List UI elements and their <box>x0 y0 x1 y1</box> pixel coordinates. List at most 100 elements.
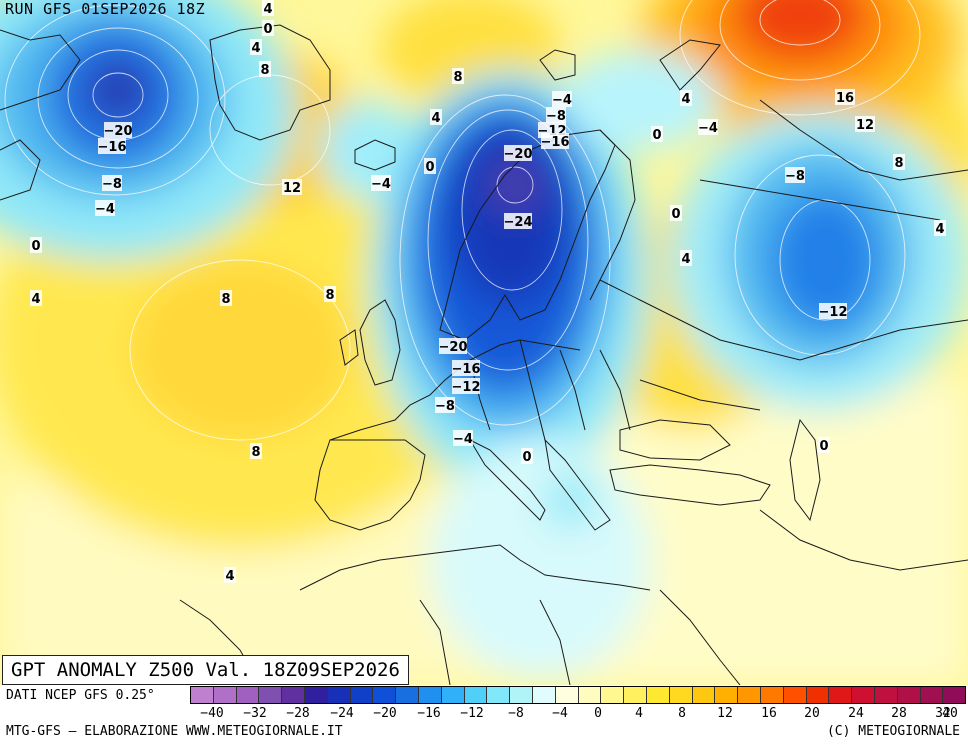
contour-label-bg <box>934 220 946 236</box>
colorbar-tick-label: 16 <box>761 706 777 721</box>
colorbar-swatch <box>441 687 465 703</box>
colorbar-tick-label: −32 <box>243 706 267 721</box>
colorbar-tick-label: −20 <box>373 706 397 721</box>
contour-label-bg <box>30 290 42 306</box>
contour-label-bg <box>371 175 391 191</box>
colorbar-tick-label: 0 <box>594 706 602 721</box>
anomaly-field <box>0 0 968 685</box>
colorbar-tick-label: −8 <box>508 706 524 721</box>
colorbar-swatch <box>327 687 351 703</box>
data-source: DATI NCEP GFS 0.25° <box>6 688 155 703</box>
contour-label-bg <box>452 360 480 376</box>
contour-label-bg <box>324 286 336 302</box>
contour-label-bg <box>424 158 436 174</box>
colorbar-tick-label: 12 <box>717 706 733 721</box>
contour-label: −24 <box>504 215 533 230</box>
colorbar-swatch <box>555 687 579 703</box>
contour-label: −16 <box>98 140 127 155</box>
colorbar-swatch <box>418 687 442 703</box>
colorbar-swatch <box>874 687 898 703</box>
colorbar-ticks: −40 −32 −28 −24 −20 −16 −12 −8 −4 0 4 8 12 16 20 24 28 32… <box>190 706 966 722</box>
contour-label-bg <box>452 378 480 394</box>
contour-label: 8 <box>260 63 269 78</box>
contour-label: −8 <box>102 177 122 192</box>
colorbar-tick-label: −16 <box>417 706 441 721</box>
contour-label-bg <box>262 0 274 16</box>
contour-label-bg <box>224 567 236 583</box>
colorbar-swatch <box>829 687 853 703</box>
colorbar-swatch <box>760 687 784 703</box>
contour-label-bg <box>855 116 875 132</box>
contour-label-bg <box>95 200 115 216</box>
contour-label-bg <box>262 20 274 36</box>
contour-label-bg <box>651 126 663 142</box>
contour-label: 12 <box>856 118 874 133</box>
contour-label: −4 <box>698 121 718 136</box>
contour-label: 4 <box>263 2 272 17</box>
colorbar-swatch <box>646 687 670 703</box>
contour-label: 0 <box>652 128 661 143</box>
colorbar-tick-label: 40 <box>942 706 958 721</box>
colorbar-swatch <box>191 687 214 703</box>
contour-label-bg <box>819 303 847 319</box>
contour-label: −8 <box>785 169 805 184</box>
colorbar-swatch <box>920 687 944 703</box>
colorbar-swatch <box>304 687 328 703</box>
contour-label: −16 <box>541 135 570 150</box>
colorbar-swatch <box>852 687 875 703</box>
contour-label: −8 <box>435 399 455 414</box>
contour-label: −20 <box>504 147 533 162</box>
contour-label-bg <box>453 430 473 446</box>
footer: DATI NCEP GFS 0.25° −40 −32 −28 −24 −20 −16 −1… <box>0 685 968 745</box>
colorbar-tick-label: 8 <box>678 706 686 721</box>
colorbar-swatch <box>806 687 830 703</box>
colorbar-swatch <box>669 687 693 703</box>
contour-label: 8 <box>251 445 260 460</box>
contour-label-bg <box>282 179 302 195</box>
contour-label-bg <box>452 68 464 84</box>
colorbar-swatch <box>715 687 739 703</box>
credit-left: MTG-GFS — ELABORAZIONE WWW.METEOGIORNALE… <box>6 724 343 739</box>
contour-label-bg <box>680 250 692 266</box>
colorbar-swatch <box>464 687 488 703</box>
colorbar-swatch <box>236 687 260 703</box>
colorbar-swatch <box>213 687 237 703</box>
contour-label-bg <box>818 437 830 453</box>
contour-label: −20 <box>439 340 468 355</box>
contour-label: −20 <box>104 124 133 139</box>
contour-label: 0 <box>425 160 434 175</box>
colorbar-swatch <box>532 687 556 703</box>
credit-right: (C) METEOGIORNALE <box>826 724 960 739</box>
colorbar-tick-label: 28 <box>891 706 907 721</box>
contour-label-bg <box>98 138 126 154</box>
colorbar-swatch <box>624 687 647 703</box>
contour-label: 0 <box>522 450 531 465</box>
contour-label-bg <box>102 175 122 191</box>
contour-label: −8 <box>546 109 566 124</box>
contour-label-bg <box>30 237 42 253</box>
contour-label-bg <box>259 61 271 77</box>
contour-label-bg <box>220 290 232 306</box>
contour-label: −12 <box>452 380 481 395</box>
contour-label-bg <box>504 213 532 229</box>
run-title: RUN GFS 01SEP2026 18Z <box>5 0 206 18</box>
contour-label-bg <box>552 91 572 107</box>
colorbar-swatch <box>396 687 419 703</box>
contour-label: 16 <box>836 91 854 106</box>
colorbar-swatch <box>943 687 966 703</box>
colorbar-swatch <box>692 687 716 703</box>
contour-label-bg <box>439 338 467 354</box>
contour-label: −4 <box>371 177 391 192</box>
contour-label-bg <box>698 119 718 135</box>
contour-label: −12 <box>819 305 848 320</box>
contour-label-bg <box>546 107 566 123</box>
colorbar-swatch <box>601 687 625 703</box>
colorbar-tick-label: 32 <box>935 706 951 721</box>
contour-label-bg <box>430 109 442 125</box>
contour-label: −16 <box>452 362 481 377</box>
contour-label: 8 <box>894 156 903 171</box>
contour-label: 4 <box>681 252 690 267</box>
contour-label: 8 <box>221 292 230 307</box>
contour-label: 8 <box>325 288 334 303</box>
colorbar-tick-label: 24 <box>848 706 864 721</box>
